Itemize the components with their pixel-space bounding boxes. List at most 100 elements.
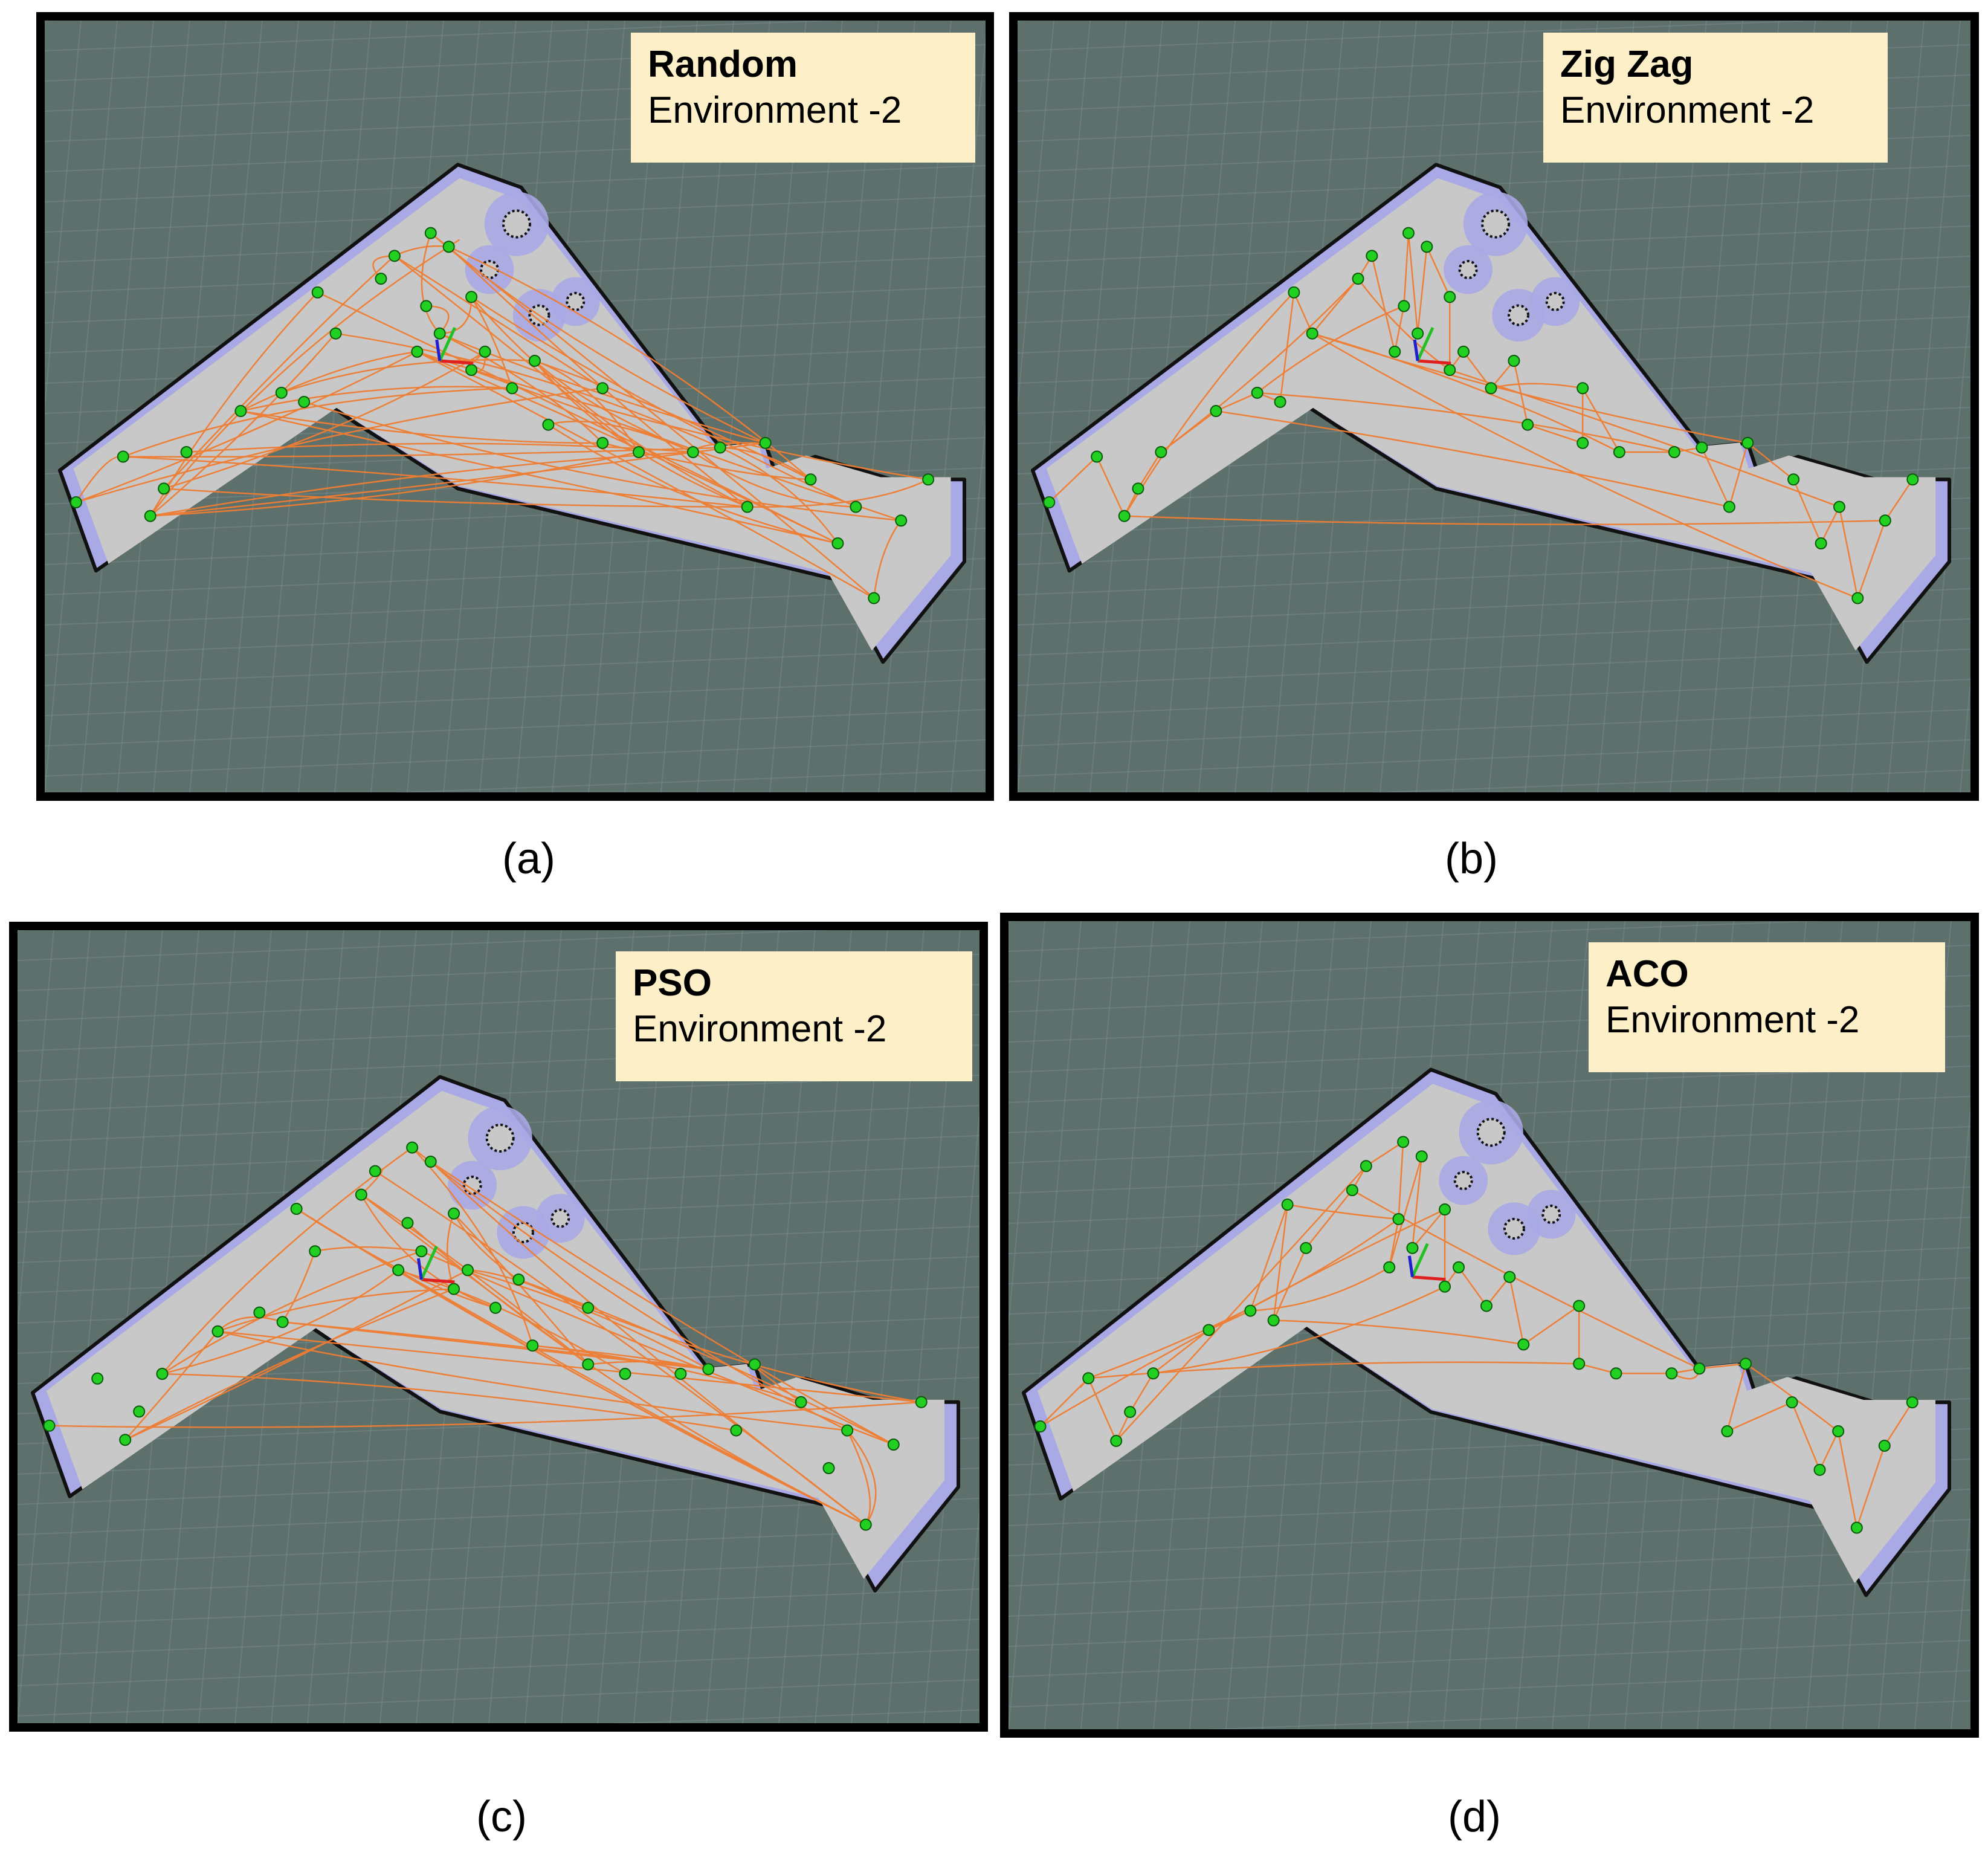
waypoint-marker-icon: [411, 345, 424, 358]
waypoint-marker-icon: [1577, 436, 1589, 449]
waypoint-marker-icon: [741, 500, 754, 513]
grid-line: [18, 1558, 979, 1596]
grid-line: [950, 419, 986, 792]
waypoint-marker-icon: [180, 446, 193, 458]
path-segment: [1578, 1363, 1616, 1374]
path-segment: [1312, 332, 1748, 444]
environment-label-c: Environment -2: [633, 1008, 887, 1050]
obstacle: [1476, 1118, 1506, 1147]
waypoint-marker-icon: [895, 514, 908, 527]
grid-line: [45, 21, 845, 51]
grid-line: [1851, 21, 1925, 792]
path-segment: [1312, 332, 1858, 599]
grid-line: [389, 769, 986, 792]
waypoint-marker-icon: [253, 1306, 266, 1319]
waypoint-marker-icon: [415, 1245, 428, 1258]
waypoint-marker-icon: [329, 327, 342, 340]
path-segment: [162, 1373, 737, 1431]
waypoint-marker-icon: [298, 395, 311, 408]
waypoint-marker-icon: [1034, 1420, 1047, 1433]
map-view-b: [1018, 21, 1970, 792]
caption-a: (a): [502, 835, 555, 883]
waypoint-marker-icon: [1352, 273, 1364, 285]
waypoint-marker-icon: [1383, 1261, 1396, 1274]
path-segment: [124, 1288, 454, 1441]
waypoint-marker-icon: [1360, 1160, 1372, 1173]
path-segment: [1088, 1218, 1399, 1379]
waypoint-marker-icon: [1412, 327, 1424, 340]
waypoint-marker-icon: [479, 345, 491, 358]
path-segment: [1745, 1363, 1839, 1432]
waypoint-marker-icon: [822, 1462, 835, 1474]
panel-b: Zig Zag Environment -2: [1009, 12, 1979, 801]
waypoint-marker-icon: [1906, 473, 1919, 486]
waypoint-marker-icon: [1741, 436, 1754, 449]
waypoint-marker-icon: [915, 1396, 928, 1408]
path-segment: [149, 246, 450, 517]
axis-y: [420, 1245, 438, 1281]
path-segment: [1884, 479, 1914, 521]
path-segment: [124, 1269, 468, 1441]
obstacle: [1458, 260, 1478, 279]
waypoint-marker-icon: [448, 1207, 460, 1220]
path-segment: [430, 232, 875, 599]
path-segment: [471, 296, 856, 508]
path-segment: [1792, 479, 1822, 544]
waypoint-marker-icon: [1389, 345, 1401, 358]
waypoint-marker-icon: [1415, 1150, 1428, 1163]
panel-c: PSO Environment -2: [9, 922, 988, 1732]
waypoint-marker-icon: [69, 496, 82, 509]
method-label-box-b: Zig Zag Environment -2: [1543, 33, 1888, 163]
path-segment: [282, 1251, 316, 1322]
path-segment: [1257, 392, 1675, 453]
path-segment: [421, 1251, 894, 1446]
robot-axes-icon: [1407, 1243, 1446, 1281]
waypoint-marker-icon: [596, 382, 609, 395]
path-segment: [240, 386, 512, 412]
path-segment: [217, 1316, 283, 1332]
path-segment: [282, 1321, 709, 1370]
grid-line: [45, 21, 82, 413]
waypoint-marker-icon: [1406, 1241, 1419, 1254]
method-title-b: Zig Zag: [1560, 44, 1694, 85]
waypoint-marker-icon: [1723, 500, 1735, 513]
axis-x: [1417, 359, 1451, 365]
path-segment: [426, 305, 450, 334]
path-segment: [416, 351, 929, 481]
grid-line: [1018, 649, 1970, 686]
waypoint-marker-icon: [43, 1419, 56, 1432]
path-segment: [471, 296, 513, 389]
waypoint-marker-icon: [156, 1368, 169, 1380]
path-segment: [439, 297, 473, 334]
waypoint-marker-icon: [1503, 1270, 1516, 1283]
grid-line: [1201, 1700, 1970, 1729]
waypoint-marker-icon: [686, 446, 699, 458]
environment-label-d: Environment -2: [1606, 999, 1860, 1041]
waypoint-marker-icon: [144, 510, 157, 522]
waypoint-marker-icon: [1346, 1184, 1358, 1197]
grid-line: [960, 1505, 979, 1723]
waypoint-marker-icon: [831, 537, 844, 549]
method-label-box-c: PSO Environment -2: [616, 951, 972, 1081]
waypoint-marker-icon: [730, 1424, 743, 1437]
map-floor: [73, 178, 951, 651]
grid-line: [1053, 21, 1127, 792]
grid-line: [45, 618, 986, 656]
waypoint-marker-icon: [1402, 227, 1415, 239]
path-segment: [439, 332, 604, 444]
path-segment: [534, 360, 694, 453]
map-floor: [1046, 178, 1936, 651]
map-view-a: [45, 21, 986, 792]
grid-line: [18, 930, 836, 961]
path-segment: [315, 1246, 422, 1252]
obstacle: [1541, 1204, 1561, 1224]
path-segment: [1123, 291, 1295, 517]
path-segment: [1726, 1402, 1793, 1432]
obstacle: [1453, 1171, 1473, 1191]
path-segment: [1256, 305, 1404, 393]
waypoint-marker-icon: [1721, 1425, 1734, 1438]
waypoint-marker-icon: [290, 1203, 303, 1215]
axis-x: [439, 359, 473, 365]
grid-line: [1914, 1102, 1970, 1729]
grid-line: [45, 709, 986, 746]
